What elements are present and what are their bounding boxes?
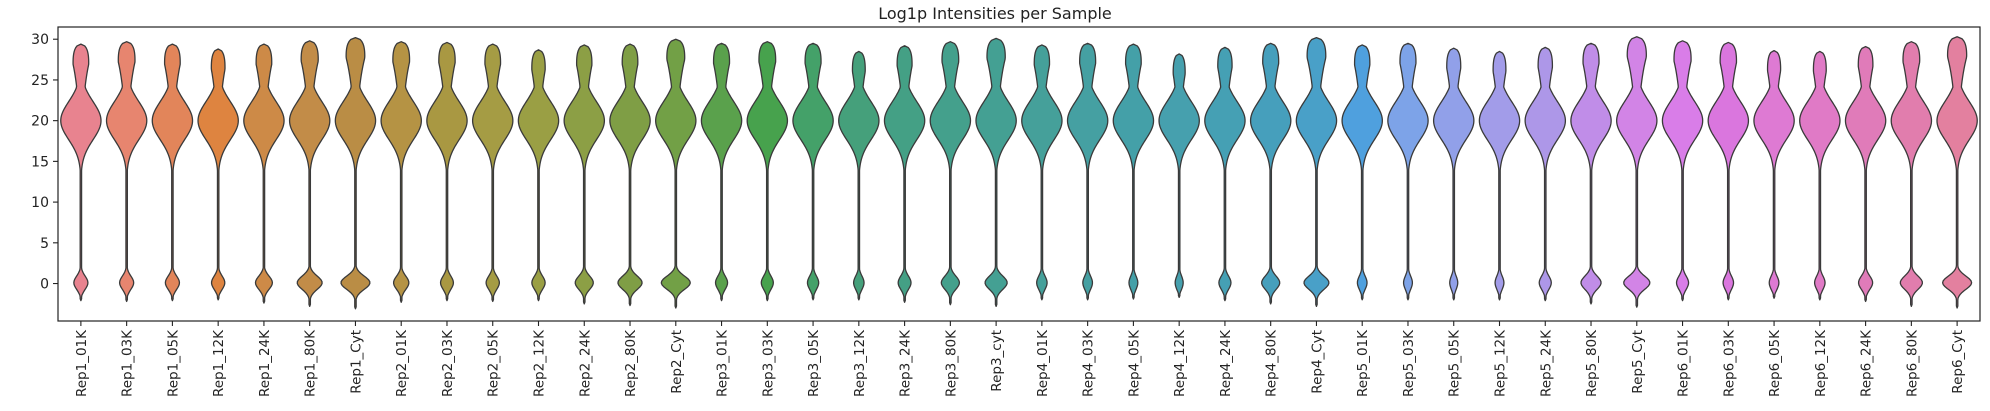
x-tick-label: Rep2_03K (440, 329, 456, 397)
x-tick-label: Rep1_05K (165, 329, 181, 397)
violin-rep1-03k (105, 41, 148, 303)
violin-rep1-01k (60, 43, 102, 302)
x-tick-label: Rep5_12K (1493, 329, 1509, 397)
violin-rep6-24k (1844, 45, 1887, 303)
violin-rep2-01k (380, 41, 422, 303)
x-tick-label: Rep4_12K (1172, 329, 1188, 397)
violin-rep2-cyt (655, 38, 697, 309)
plot-frame (57, 26, 1981, 322)
violin-rep1-24k (243, 43, 285, 304)
violin-layer (60, 36, 1978, 310)
x-tick-label: Rep4_03K (1081, 329, 1097, 397)
x-tick-label: Rep1_12K (211, 329, 227, 397)
x-tick-label: Rep2_12K (532, 329, 548, 397)
x-tick-label: Rep1_01K (74, 329, 90, 397)
x-tick-label: Rep5_24K (1538, 329, 1554, 397)
x-tick-label: Rep2_Cyt (669, 330, 685, 394)
x-tick-label: Rep3_05K (806, 329, 822, 397)
violin-rep5-24k (1524, 46, 1567, 302)
x-tick-label: Rep6_01K (1676, 329, 1692, 397)
x-tick-label: Rep5_03K (1401, 329, 1417, 397)
violin-rep6-01k (1661, 40, 1704, 302)
violin-rep5-03k (1387, 42, 1429, 301)
x-tick-label: Rep2_80K (623, 329, 639, 397)
x-tick-label: Rep4_01K (1035, 329, 1051, 397)
x-axis: Rep1_01K Rep1_03K Rep1_05K Rep1_12K Rep1_24K… (74, 321, 1966, 397)
violin-rep2-80k (609, 43, 651, 307)
x-tick-label: Rep3_24K (898, 329, 914, 397)
x-tick-label: Rep6_05K (1767, 329, 1783, 397)
x-tick-label: Rep5_Cyt (1630, 330, 1646, 394)
violin-rep6-05k (1753, 49, 1795, 299)
x-tick-label: Rep5_01K (1355, 329, 1371, 397)
x-tick-label: Rep6_80K (1904, 329, 1920, 397)
x-tick-label: Rep2_01K (394, 329, 410, 397)
y-axis: 0 5 10 15 20 25 30 (31, 32, 58, 293)
violin-rep5-80k (1570, 42, 1612, 305)
violin-rep3-01k (700, 42, 743, 302)
x-tick-label: Rep6_Cyt (1950, 330, 1966, 394)
violin-rep4-05k (1112, 43, 1155, 300)
violin-rep4-cyt (1295, 36, 1338, 307)
violin-rep2-12k (517, 49, 560, 302)
violin-rep6-cyt (1936, 36, 1978, 309)
violin-rep5-05k (1432, 47, 1475, 301)
y-tick-label: 0 (40, 277, 49, 293)
violin-rep6-12k (1799, 50, 1841, 301)
y-tick-label: 10 (31, 195, 49, 211)
y-tick-label: 5 (40, 236, 49, 252)
x-tick-label: Rep5_80K (1584, 329, 1600, 397)
x-tick-label: Rep3_03K (760, 329, 776, 397)
violin-rep1-cyt (334, 36, 377, 310)
x-tick-label: Rep4_80K (1264, 329, 1280, 397)
violin-rep5-12k (1478, 50, 1521, 301)
violin-rep3-03k (746, 41, 789, 302)
y-tick-label: 25 (31, 73, 49, 89)
violin-rep2-05k (471, 43, 514, 303)
x-tick-label: Rep1_03K (120, 329, 136, 397)
x-tick-label: Rep1_Cyt (348, 330, 364, 394)
x-tick-label: Rep1_80K (303, 329, 319, 397)
violin-rep6-80k (1890, 41, 1933, 307)
x-tick-label: Rep5_05K (1447, 329, 1463, 397)
y-tick-label: 20 (31, 114, 49, 130)
violin-rep3-cyt (975, 37, 1017, 307)
x-tick-label: Rep3_80K (943, 329, 959, 397)
x-tick-label: Rep3_12K (852, 329, 868, 397)
violin-rep1-80k (288, 40, 331, 307)
violin-rep3-12k (838, 50, 880, 301)
violin-rep6-03k (1707, 41, 1750, 301)
violin-rep4-03k (1066, 42, 1109, 301)
violin-rep4-12k (1158, 53, 1200, 299)
violin-rep1-05k (151, 43, 194, 302)
violin-rep4-80k (1249, 42, 1292, 305)
x-tick-label: Rep6_03K (1721, 329, 1737, 397)
violin-rep5-cyt (1616, 36, 1658, 308)
violin-rep4-24k (1204, 46, 1246, 302)
x-tick-label: Rep1_24K (257, 329, 273, 397)
x-tick-label: Rep2_24K (577, 329, 593, 397)
x-tick-label: Rep4_24K (1218, 329, 1234, 397)
x-tick-label: Rep6_12K (1813, 329, 1829, 397)
violin-rep3-05k (792, 42, 834, 301)
violin-rep4-01k (1021, 44, 1063, 301)
violin-rep2-03k (426, 41, 468, 302)
violin-rep1-12k (197, 48, 239, 301)
chart-title: Log1p Intensities per Sample (878, 4, 1112, 23)
x-tick-label: Rep3_01K (715, 329, 731, 397)
x-tick-label: Rep4_Cyt (1309, 330, 1325, 394)
violin-rep2-24k (563, 44, 606, 305)
violin-rep3-80k (929, 41, 972, 306)
x-tick-label: Rep4_05K (1126, 329, 1142, 397)
x-tick-label: Rep2_05K (486, 329, 502, 397)
x-tick-label: Rep3_cyt (989, 330, 1005, 392)
y-tick-label: 30 (31, 32, 49, 48)
y-tick-label: 15 (31, 154, 49, 170)
x-tick-label: Rep6_24K (1859, 329, 1875, 397)
violin-rep5-01k (1341, 44, 1383, 301)
violin-rep3-24k (883, 45, 926, 303)
